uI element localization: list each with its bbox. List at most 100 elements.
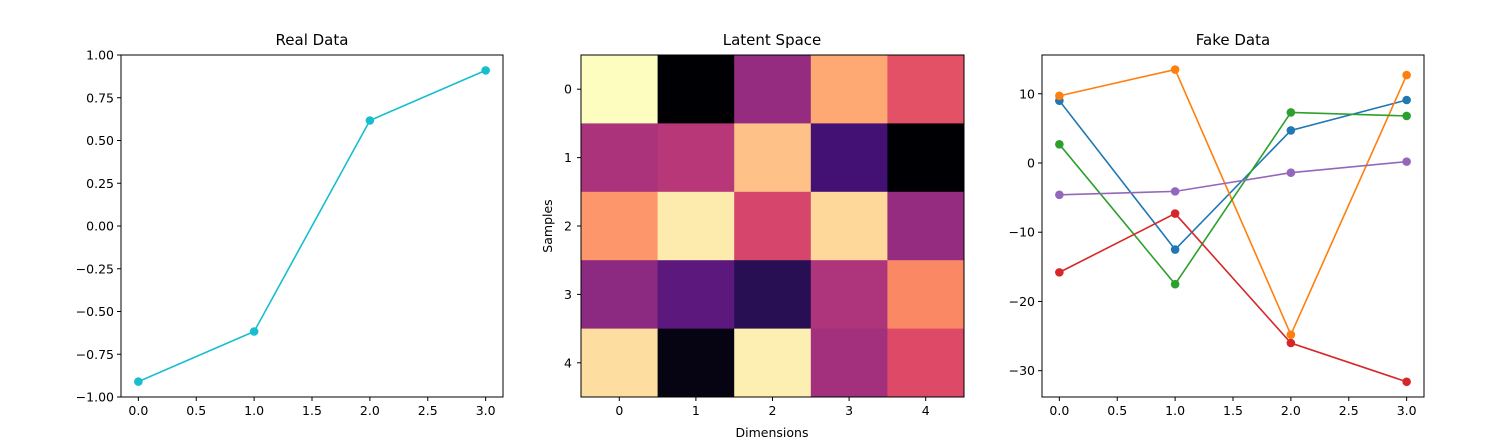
heatmap-cell — [887, 260, 965, 330]
y-axis-label: Samples — [540, 199, 555, 252]
data-point — [1402, 157, 1411, 166]
data-point — [1286, 338, 1296, 348]
x-tick-label: 2.0 — [360, 403, 380, 418]
heatmap-cell — [810, 260, 888, 330]
data-point — [1170, 187, 1180, 196]
y-tick-label: 10 — [1019, 86, 1035, 101]
x-tick-label: 1 — [692, 403, 700, 418]
x-tick-label: 2.5 — [1339, 403, 1359, 418]
heatmap-cell — [581, 191, 659, 261]
series-line-1 — [1059, 68, 1408, 337]
y-tick-label: 1.00 — [86, 48, 114, 63]
y-tick-label: −20 — [1009, 294, 1035, 309]
x-tick-label: 0.0 — [1049, 403, 1069, 418]
data-point — [1055, 140, 1064, 149]
chart-title: Real Data — [276, 31, 349, 49]
data-point — [1286, 330, 1296, 339]
plot-frame — [580, 54, 965, 398]
y-tick-label: 4 — [564, 355, 572, 370]
x-tick-label: 4 — [922, 403, 930, 418]
x-tick-label: 2.0 — [1281, 403, 1301, 418]
heatmap-cell — [810, 123, 888, 193]
chart-title: Fake Data — [1196, 31, 1270, 49]
y-tick-label: −30 — [1009, 363, 1035, 378]
data-point — [134, 377, 143, 386]
heatmap-cell — [734, 328, 812, 398]
real-data-panel: Real Data 0.0 0.5 1.0 1.5 2.0 2.5 3.0 −1.00 −0.7… — [76, 31, 504, 418]
data-point — [1402, 111, 1411, 121]
x-tick-label: 3 — [845, 403, 853, 418]
data-point — [1055, 190, 1064, 200]
heatmap-cell — [657, 260, 735, 330]
series-line-0 — [1058, 99, 1407, 251]
y-tick-label: −10 — [1009, 225, 1035, 240]
fake-data-panel: Fake Data 0.0 0.5 1.0 1.5 2.0 2.5 3.0 −30 −20 −10… — [1009, 31, 1425, 418]
x-axis-label: Dimensions — [736, 425, 809, 440]
data-point — [1402, 70, 1411, 80]
y-tick-label: 0 — [1027, 156, 1035, 171]
heatmap-cell — [581, 260, 659, 330]
data-point — [1170, 245, 1180, 254]
heatmap-cell — [887, 123, 965, 193]
data-point — [481, 66, 490, 75]
data-point — [1170, 279, 1180, 289]
heatmap-cell — [657, 55, 735, 124]
data-point — [1170, 209, 1180, 218]
chart-title: Latent Space — [723, 31, 822, 49]
heatmap-cell — [581, 55, 659, 124]
data-point — [249, 327, 259, 336]
x-tick-label: 0 — [615, 403, 623, 418]
y-tick-label: −0.50 — [76, 304, 114, 319]
plot-frame — [1041, 54, 1425, 398]
y-tick-label: 0.50 — [86, 133, 114, 148]
series-line-2 — [1058, 111, 1407, 286]
series-line-4 — [1059, 160, 1407, 196]
x-tick-label: 0.5 — [1107, 403, 1127, 418]
heatmap-cell — [734, 123, 812, 193]
y-tick-label: 0.75 — [86, 90, 114, 105]
data-point — [1402, 377, 1411, 387]
plot-frame — [120, 54, 504, 398]
x-tick-label: 3.0 — [1397, 403, 1417, 418]
data-point — [1402, 95, 1411, 105]
heatmap-cell — [810, 55, 888, 124]
y-tick-label: −0.25 — [76, 261, 114, 276]
y-tick-label: 2 — [564, 219, 572, 234]
data-point — [1170, 65, 1180, 74]
x-tick-label: 1.5 — [302, 403, 322, 418]
heatmap-cell — [810, 191, 888, 261]
x-tick-label: 2 — [769, 403, 777, 418]
y-tick-label: −0.75 — [76, 347, 114, 362]
y-tick-label: 3 — [564, 287, 572, 302]
x-tick-label: 0.0 — [128, 403, 148, 418]
heatmap-cell — [657, 123, 735, 193]
heatmap-cell — [581, 123, 659, 193]
latent-space-panel: Latent Space 0 1 2 3 4 0 1 2 3 4 Dimensions Sampl… — [540, 31, 965, 440]
x-tick-label: 1.0 — [1165, 403, 1185, 418]
heatmap-cell — [734, 191, 812, 261]
heatmap-cell — [657, 328, 735, 398]
heatmap-cell — [887, 328, 965, 398]
x-tick-label: 1.0 — [244, 403, 264, 418]
data-point — [365, 116, 375, 125]
data-point — [1055, 91, 1064, 101]
series-line-0 — [138, 69, 486, 383]
data-point — [1286, 126, 1296, 135]
x-tick-label: 2.5 — [418, 403, 438, 418]
heatmap-cell — [734, 260, 812, 330]
heatmap-cell — [810, 328, 888, 398]
data-point — [1286, 108, 1296, 117]
y-tick-label: 0.25 — [86, 176, 114, 191]
y-tick-label: 0.00 — [86, 219, 114, 234]
heatmap-cell — [887, 55, 965, 124]
x-tick-label: 3.0 — [476, 403, 496, 418]
y-tick-label: 1 — [564, 150, 572, 165]
heatmap-cell — [734, 55, 812, 124]
x-tick-label: 0.5 — [186, 403, 206, 418]
y-tick-label: −1.00 — [76, 390, 114, 405]
heatmap-cell — [657, 191, 735, 261]
data-point — [1055, 268, 1064, 277]
heatmap-cell — [887, 191, 965, 261]
heatmap-cell — [581, 328, 659, 398]
